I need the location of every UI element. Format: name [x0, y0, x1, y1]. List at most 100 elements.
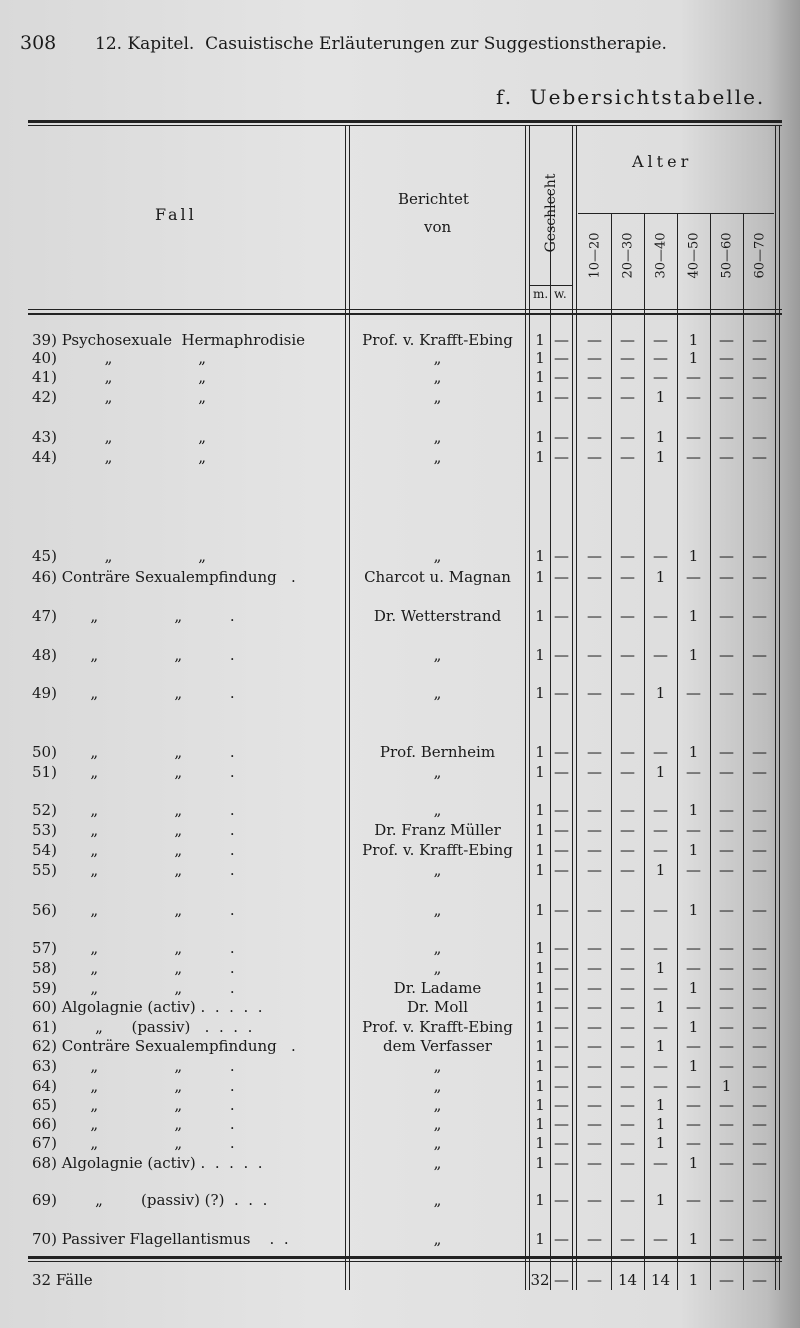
female-cell: — — [554, 1154, 569, 1172]
age-cell: — — [620, 547, 635, 565]
male-cell: 1 — [535, 1057, 545, 1075]
reporter-cell: „ — [433, 368, 442, 386]
female-cell: — — [554, 1230, 569, 1248]
column-rule — [525, 126, 526, 1290]
age-cell: — — [719, 349, 734, 367]
age-cell: — — [620, 1191, 635, 1209]
age-cell: — — [686, 1037, 701, 1055]
age-cell: 1 — [688, 743, 699, 761]
age-cell: 1 — [688, 801, 699, 819]
body-bottom-rule-2 — [28, 1261, 782, 1262]
age-cell: — — [587, 568, 602, 586]
page-number: 308 — [20, 32, 57, 54]
age-cell: — — [719, 1134, 734, 1152]
age-cell: — — [719, 743, 734, 761]
age-cell: — — [587, 1096, 602, 1114]
female-cell: — — [554, 821, 569, 839]
age-cell: — — [653, 901, 668, 919]
fall-cell: 58) „ „ . — [32, 959, 235, 977]
header-berichtet: Berichtet — [398, 190, 469, 208]
age-cell: — — [653, 547, 668, 565]
female-cell: — — [554, 1191, 569, 1209]
male-cell: 1 — [535, 1018, 545, 1036]
age-cell: — — [620, 1115, 635, 1133]
fall-cell: 39) Psychosexuale Hermaphrodisie — [32, 331, 306, 349]
age-cell: — — [719, 1154, 734, 1172]
age-cell: — — [752, 331, 767, 349]
age-cell: — — [752, 1018, 767, 1036]
age-cell: — — [752, 861, 767, 879]
age-cell: — — [587, 901, 602, 919]
age-cell: — — [752, 1077, 767, 1095]
age-cell: — — [752, 568, 767, 586]
age-cell: — — [620, 388, 635, 406]
age-cell: — — [719, 998, 734, 1016]
fall-cell: 70) Passiver Flagellantismus . . — [32, 1230, 289, 1248]
age-cell: — — [620, 979, 635, 997]
header-alter: Alter — [632, 152, 693, 171]
age-cell: — — [719, 1037, 734, 1055]
age-cell: — — [719, 1057, 734, 1075]
age-cell: 1 — [655, 684, 666, 702]
age-cell: — — [587, 1018, 602, 1036]
age-cell: — — [719, 821, 734, 839]
age-cell: 1 — [655, 763, 666, 781]
totals-age: — — [719, 1271, 734, 1289]
reporter-cell: „ — [433, 939, 442, 957]
male-cell: 1 — [535, 1230, 545, 1248]
age-cell: 1 — [655, 1096, 666, 1114]
reporter-cell: „ — [433, 959, 442, 977]
age-cell: — — [752, 428, 767, 446]
age-cell: 1 — [688, 1057, 699, 1075]
age-cell: — — [653, 646, 668, 664]
age-cell: — — [686, 428, 701, 446]
age-cell: 1 — [688, 901, 699, 919]
age-cell: — — [719, 801, 734, 819]
reporter-cell: Dr. Franz Müller — [374, 821, 501, 839]
totals-age: — — [752, 1271, 767, 1289]
age-cell: — — [719, 979, 734, 997]
age-cell: — — [587, 1037, 602, 1055]
male-cell: 1 — [535, 959, 545, 977]
male-cell: 1 — [535, 1134, 545, 1152]
age-cell: 1 — [688, 841, 699, 859]
age-cell: — — [587, 331, 602, 349]
header-fall: Fall — [155, 205, 197, 224]
age-cell: — — [686, 1096, 701, 1114]
totals-male: 32 — [530, 1271, 550, 1289]
age-cell: — — [620, 1057, 635, 1075]
age-cell: — — [719, 428, 734, 446]
age-cell: — — [653, 607, 668, 625]
age-cell: — — [587, 1191, 602, 1209]
male-cell: 1 — [535, 1154, 545, 1172]
header-age-group: 60—70 — [752, 232, 767, 279]
age-cell: — — [719, 841, 734, 859]
age-cell: — — [752, 801, 767, 819]
column-rule — [529, 126, 530, 1290]
fall-cell: 55) „ „ . — [32, 861, 235, 879]
fall-cell: 61) „ (passiv) . . . . — [32, 1018, 253, 1036]
male-cell: 1 — [535, 998, 545, 1016]
female-cell: — — [554, 368, 569, 386]
column-rule — [349, 126, 350, 1290]
age-cell: — — [752, 901, 767, 919]
reporter-cell: „ — [433, 1077, 442, 1095]
age-cell: — — [752, 1115, 767, 1133]
fall-cell: 45) „ „ — [32, 547, 206, 565]
fall-cell: 41) „ „ — [32, 368, 206, 386]
age-cell: — — [587, 646, 602, 664]
age-cell: — — [653, 743, 668, 761]
age-cell: — — [620, 1154, 635, 1172]
reporter-cell: Prof. v. Krafft-Ebing — [362, 841, 513, 859]
male-cell: 1 — [535, 607, 545, 625]
age-cell: 1 — [655, 998, 666, 1016]
age-cell: — — [686, 1191, 701, 1209]
fall-cell: 42) „ „ — [32, 388, 206, 406]
age-cell: — — [719, 959, 734, 977]
header-age-group: 50—60 — [719, 232, 734, 279]
age-cell: 1 — [655, 568, 666, 586]
alter-underline — [578, 213, 774, 214]
age-cell: — — [620, 1077, 635, 1095]
column-rule — [743, 213, 744, 1290]
fall-cell: 60) Algolagnie (activ) . . . . . — [32, 998, 263, 1016]
